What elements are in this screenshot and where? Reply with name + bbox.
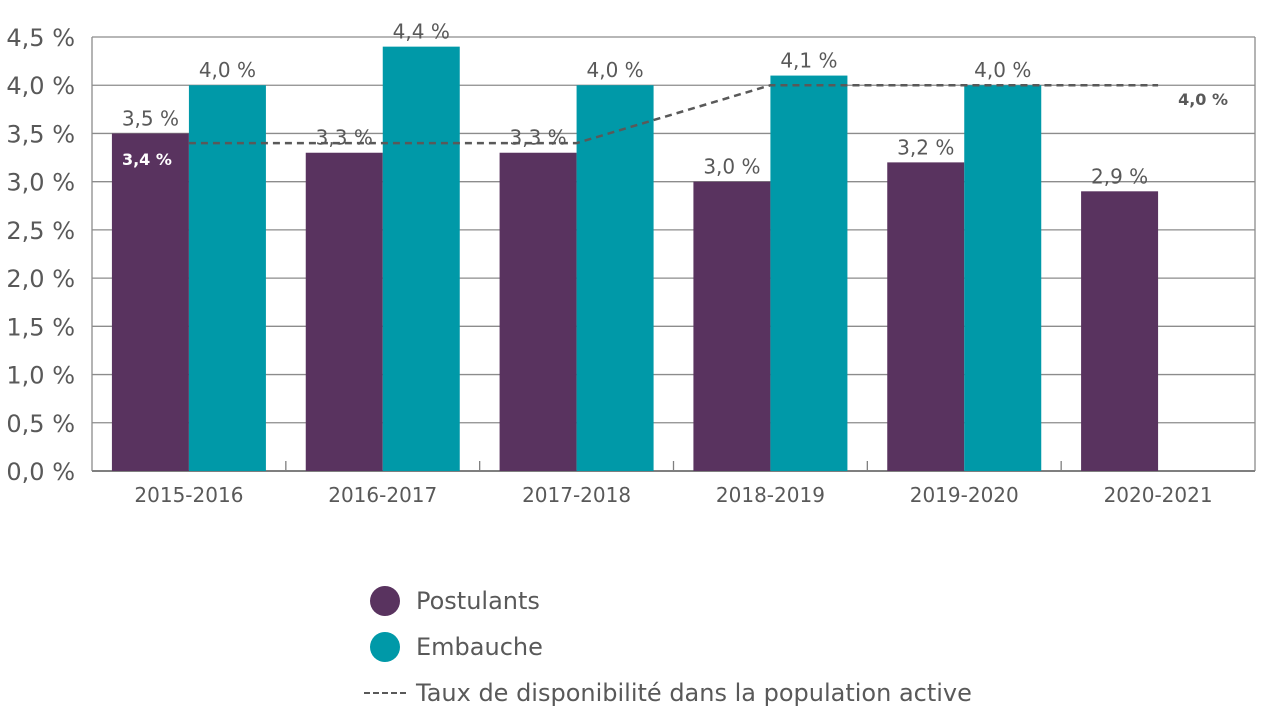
y-tick-label: 1,5 % — [6, 313, 75, 341]
y-tick-label: 1,0 % — [6, 362, 75, 390]
bar-postulants — [887, 162, 965, 471]
x-tick-label: 2018-2019 — [716, 483, 825, 507]
reference-line — [188, 83, 1159, 145]
y-tick-label: 0,0 % — [6, 458, 75, 486]
y-tick-label: 4,5 % — [6, 24, 75, 52]
embauche-swatch-icon — [370, 632, 400, 662]
data-label: 3,5 % — [122, 106, 179, 130]
y-tick-label: 0,5 % — [6, 410, 75, 438]
x-tick-label: 2016-2017 — [328, 483, 437, 507]
data-label: 4,0 % — [199, 58, 256, 82]
legend-item-embauche: Embauche — [370, 624, 972, 670]
y-tick-label: 2,0 % — [6, 265, 75, 293]
data-label: 3,3 % — [509, 126, 566, 150]
bar-embauche — [382, 46, 460, 472]
dashed-line-swatch-icon — [364, 692, 406, 694]
data-label: 4,0 % — [586, 58, 643, 82]
x-tick-label: 2017-2018 — [522, 483, 631, 507]
data-label: 2,9 % — [1091, 164, 1148, 188]
bar-postulants — [305, 152, 383, 471]
legend-item-taux: Taux de disponibilité dans la population… — [364, 670, 972, 716]
y-tick-label: 4,0 % — [6, 72, 75, 100]
bar-embauche — [770, 75, 848, 472]
y-tick-label: 3,5 % — [6, 120, 75, 148]
x-tick-label: 2015-2016 — [134, 483, 243, 507]
bar-embauche — [964, 85, 1042, 471]
y-tick-label: 3,0 % — [6, 169, 75, 197]
data-label: 4,0 % — [974, 58, 1031, 82]
data-label: 3,2 % — [897, 135, 954, 159]
x-tick-label: 2020-2021 — [1104, 483, 1213, 507]
bar-embauche — [576, 85, 654, 471]
bar-postulants — [693, 181, 771, 471]
bar-postulants — [1081, 191, 1159, 472]
data-label: 3,3 % — [316, 126, 373, 150]
legend-label: Postulants — [416, 587, 540, 615]
reference-annotation: 4,0 % — [1178, 90, 1228, 109]
bar-chart: 0,0 % 0,5 % 1,0 % 1,5 % 2,0 % 2,5 % 3,0 % 3,5 %… — [6, 20, 1256, 507]
data-label: 3,0 % — [703, 155, 760, 179]
data-label: 4,1 % — [780, 49, 837, 73]
data-label: 4,4 % — [393, 20, 450, 44]
y-tick-label: 2,5 % — [6, 217, 75, 245]
bar-embauche — [188, 85, 266, 471]
legend: Postulants Embauche Taux de disponibilit… — [364, 578, 972, 716]
x-tick-label: 2019-2020 — [910, 483, 1019, 507]
postulants-swatch-icon — [370, 586, 400, 616]
reference-annotation: 3,4 % — [122, 150, 172, 169]
legend-label: Taux de disponibilité dans la population… — [416, 679, 972, 707]
bar-postulants — [111, 133, 189, 471]
bar-postulants — [499, 152, 577, 471]
legend-item-postulants: Postulants — [370, 578, 972, 624]
legend-label: Embauche — [416, 633, 543, 661]
